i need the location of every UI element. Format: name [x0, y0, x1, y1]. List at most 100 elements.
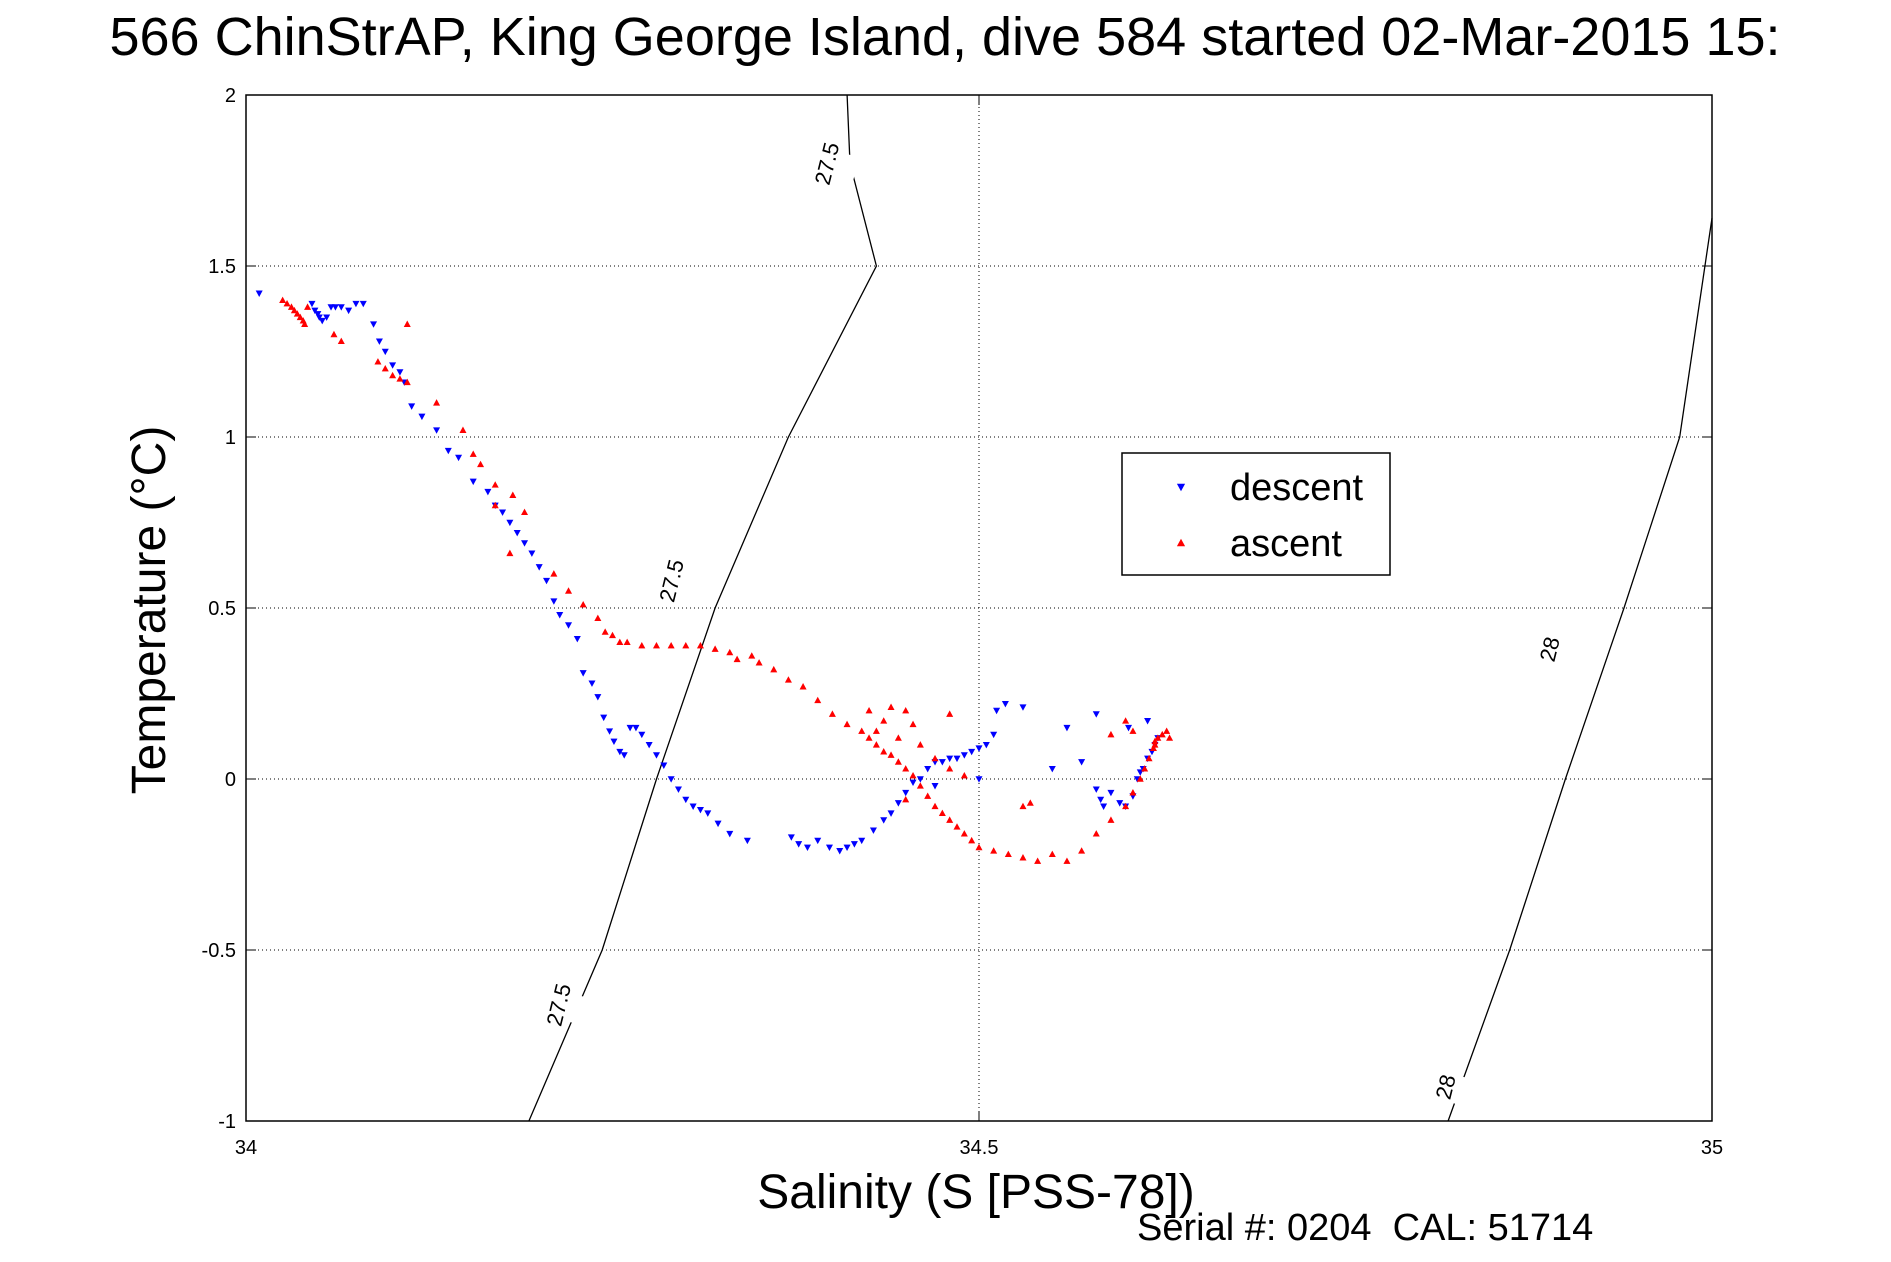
- x-tick-label: 34.5: [960, 1137, 999, 1159]
- point-descent: [902, 789, 910, 797]
- legend-label-descent: descent: [1230, 467, 1364, 509]
- point-descent: [743, 837, 751, 845]
- contour-label-bg: [638, 559, 704, 602]
- point-descent: [626, 724, 634, 732]
- y-tick-label: 0.5: [208, 598, 236, 620]
- y-tick-label: -1: [218, 1111, 236, 1133]
- point-descent: [814, 837, 822, 845]
- point-descent: [550, 598, 558, 605]
- point-ascent: [924, 792, 932, 799]
- point-ascent: [1063, 857, 1071, 864]
- point-ascent: [304, 303, 312, 310]
- point-descent: [1144, 718, 1152, 725]
- y-tick-label: 2: [225, 85, 236, 107]
- point-descent: [315, 314, 323, 321]
- series-ascent: [279, 296, 1174, 864]
- point-descent: [894, 800, 902, 807]
- point-ascent: [872, 727, 880, 734]
- point-ascent: [594, 614, 602, 622]
- point-ascent: [682, 641, 690, 649]
- point-ascent: [1122, 802, 1130, 810]
- point-descent: [674, 786, 682, 793]
- point-descent: [594, 694, 602, 701]
- point-ascent: [1026, 799, 1034, 806]
- point-ascent: [770, 665, 778, 673]
- y-tick-label: 1: [225, 427, 236, 449]
- point-ascent: [374, 358, 382, 365]
- legend-label-ascent: ascent: [1230, 523, 1342, 565]
- point-descent: [418, 413, 426, 421]
- point-descent: [909, 779, 917, 787]
- point-descent: [975, 776, 983, 783]
- point-ascent: [748, 652, 756, 659]
- point-ascent: [1107, 816, 1115, 823]
- point-descent: [455, 454, 463, 462]
- point-descent: [433, 427, 441, 434]
- point-ascent: [1034, 857, 1042, 864]
- point-descent: [610, 738, 618, 746]
- point-ascent: [894, 734, 902, 741]
- legend-entries: [1176, 483, 1186, 547]
- point-descent: [389, 362, 397, 369]
- point-descent: [528, 550, 536, 557]
- point-ascent: [880, 748, 888, 755]
- contour-line-28: [1447, 218, 1713, 1122]
- point-descent: [795, 841, 803, 848]
- point-ascent: [960, 830, 968, 837]
- point-descent: [916, 776, 924, 783]
- point-descent: [946, 755, 954, 763]
- point-descent: [327, 304, 335, 311]
- point-descent: [1092, 711, 1100, 718]
- point-descent: [696, 806, 704, 814]
- point-descent: [726, 830, 734, 838]
- x-tick-label: 34: [235, 1137, 257, 1159]
- point-descent: [331, 304, 339, 311]
- point-descent: [318, 317, 326, 325]
- contour-label-bg: [794, 142, 860, 185]
- point-descent: [682, 796, 690, 804]
- point-ascent: [403, 378, 411, 386]
- point-descent: [573, 635, 581, 643]
- point-descent: [843, 844, 851, 852]
- point-ascent: [902, 765, 910, 772]
- point-ascent: [509, 491, 517, 498]
- point-ascent: [287, 303, 295, 310]
- y-axis-label: Temperature (°C): [123, 426, 176, 795]
- legend-box: [1121, 452, 1391, 576]
- y-tick-label: 0: [225, 769, 236, 791]
- point-descent: [311, 307, 319, 315]
- y-tick-label: 1.5: [208, 256, 236, 278]
- point-ascent: [638, 641, 646, 649]
- point-ascent: [696, 641, 704, 649]
- point-ascent: [337, 337, 345, 345]
- point-descent: [337, 304, 345, 311]
- series-descent: [255, 290, 1162, 855]
- contour-label-28: 28: [1431, 1072, 1461, 1102]
- point-ascent: [733, 655, 741, 663]
- point-ascent: [1129, 789, 1137, 796]
- point-ascent: [902, 706, 910, 714]
- point-ascent: [880, 717, 888, 724]
- point-ascent: [1136, 775, 1144, 782]
- point-descent: [1078, 759, 1086, 766]
- point-descent: [960, 752, 968, 759]
- x-axis-label: Salinity (S [PSS-78]): [757, 1166, 1194, 1219]
- point-descent: [975, 745, 983, 752]
- point-ascent: [946, 816, 954, 823]
- point-ascent: [293, 310, 301, 317]
- contour-line-27.5: [528, 94, 878, 1122]
- contour-label-bg: [525, 983, 591, 1026]
- point-descent: [1097, 796, 1105, 804]
- point-ascent: [283, 299, 291, 307]
- point-ascent: [931, 802, 939, 810]
- point-descent: [931, 783, 939, 790]
- point-ascent: [799, 683, 807, 690]
- point-descent: [556, 612, 564, 619]
- point-ascent: [279, 296, 287, 303]
- point-descent: [616, 748, 624, 756]
- point-descent: [506, 519, 514, 527]
- point-ascent: [946, 710, 954, 717]
- point-ascent: [1163, 727, 1171, 734]
- point-descent: [1048, 765, 1056, 773]
